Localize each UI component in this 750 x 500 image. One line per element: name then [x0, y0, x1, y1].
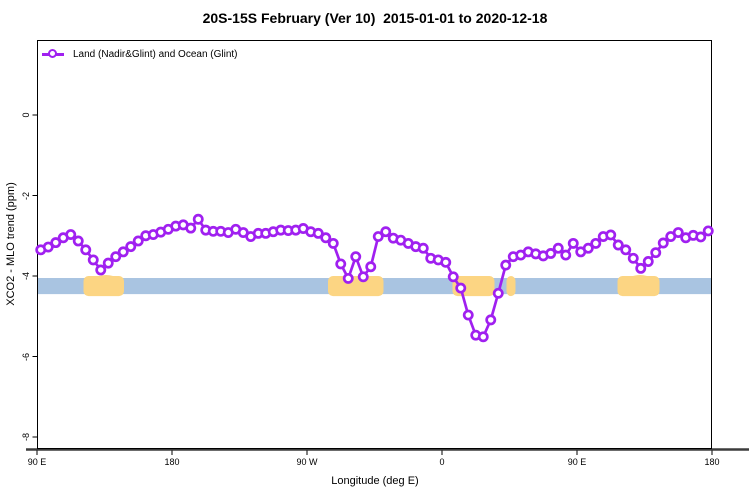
plot-box	[37, 40, 712, 449]
x-tick-label: 90 E	[567, 457, 587, 467]
data-point-marker	[620, 244, 632, 256]
data-point-marker	[320, 232, 332, 244]
data-point-marker	[87, 254, 99, 266]
y-axis-label: XCO2 - MLO trend (ppm)	[5, 182, 17, 306]
data-point-marker	[657, 237, 669, 249]
data-point-marker	[417, 242, 429, 254]
data-point-marker	[327, 237, 339, 249]
data-point-marker	[462, 309, 474, 321]
data-point-marker	[500, 259, 512, 271]
y-tick-label: -4	[21, 271, 31, 281]
data-point-marker	[185, 222, 197, 234]
data-point-marker	[380, 226, 392, 238]
data-point-marker	[485, 314, 497, 326]
legend-circle-icon	[48, 49, 57, 58]
x-axis-label: Longitude (deg E)	[331, 475, 419, 487]
data-point-marker	[477, 331, 489, 343]
land-patch	[617, 276, 660, 297]
data-point-marker	[342, 272, 354, 284]
data-point-marker	[65, 229, 77, 240]
y-tick-label: -2	[21, 191, 31, 200]
data-point-marker	[552, 242, 564, 254]
data-point-marker	[635, 262, 647, 274]
data-point-marker	[702, 225, 714, 237]
data-point-marker	[567, 237, 579, 249]
data-point-marker	[110, 251, 122, 263]
data-point-marker	[312, 227, 324, 239]
y-tick-label: -6	[21, 352, 31, 361]
data-point-marker	[650, 247, 662, 259]
data-point-marker	[492, 287, 504, 299]
legend-label: Land (Nadir&Glint) and Ocean (Glint)	[73, 48, 238, 60]
land-patch	[328, 276, 384, 297]
x-tick-label: 180	[704, 457, 720, 467]
data-point-marker	[582, 242, 594, 254]
data-point-marker	[95, 264, 107, 276]
data-point-marker	[42, 241, 54, 253]
data-point-marker	[642, 256, 654, 267]
y-tick-label: 0	[21, 112, 31, 118]
data-point-marker	[372, 231, 384, 243]
data-point-marker	[357, 271, 369, 283]
data-point-marker	[672, 227, 684, 238]
data-point-marker	[560, 249, 572, 261]
data-point-marker	[440, 256, 452, 268]
data-point-marker	[125, 241, 137, 253]
data-point-marker	[132, 235, 144, 247]
data-point-marker	[590, 237, 602, 249]
data-point-marker	[117, 246, 129, 258]
data-point-marker	[455, 282, 467, 294]
data-point-marker	[350, 251, 362, 263]
y-tick-label: -8	[21, 432, 31, 442]
legend-marker-icon	[42, 48, 64, 60]
data-point-marker	[80, 244, 92, 256]
x-tick-label: 180	[164, 457, 180, 467]
data-point-marker	[72, 235, 84, 247]
data-point-marker	[102, 257, 114, 269]
data-point-marker	[627, 252, 639, 264]
land-patch-bump	[626, 275, 654, 280]
data-point-marker	[695, 231, 707, 243]
data-point-marker	[50, 237, 62, 249]
land-patch-bump	[92, 275, 120, 280]
land-patch	[506, 276, 516, 297]
data-point-marker	[365, 261, 377, 273]
chart-title: 20S-15S February (Ver 10) 2015-01-01 to …	[202, 10, 548, 26]
x-tick-label: 0	[439, 457, 445, 467]
data-point-marker	[447, 271, 459, 283]
data-point-marker	[545, 248, 557, 259]
data-point-marker	[192, 213, 204, 225]
data-point-marker	[612, 239, 624, 251]
x-tick-label: 90 E	[27, 457, 47, 467]
legend: Land (Nadir&Glint) and Ocean (Glint)	[42, 48, 238, 60]
data-point-marker	[335, 258, 347, 270]
x-tick-label: 90 W	[296, 457, 318, 467]
data-point-marker	[605, 229, 617, 241]
land-patch	[83, 276, 124, 297]
